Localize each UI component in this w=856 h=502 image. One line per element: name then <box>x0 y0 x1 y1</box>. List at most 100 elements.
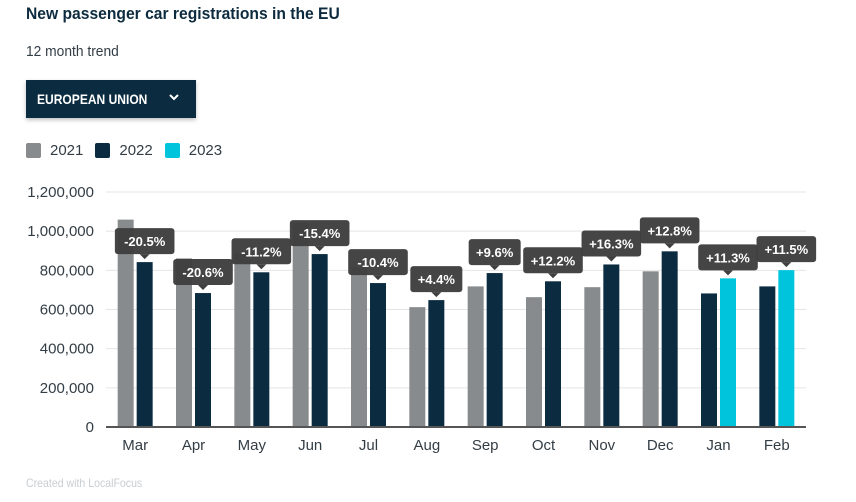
chart-subtitle: 12 month trend <box>26 43 119 60</box>
bar-2021-sep <box>467 286 484 427</box>
tooltip-box <box>698 244 758 271</box>
change-tooltip: +11.5% <box>756 236 817 268</box>
change-tooltip: -15.4% <box>289 220 350 252</box>
tooltip-pointer <box>723 270 733 276</box>
legend-item-2022[interactable]: 2022 <box>95 142 153 159</box>
change-tooltip: +11.3% <box>698 244 758 276</box>
legend: 2021 2022 2023 <box>26 142 234 159</box>
y-tick-label: 1,000,000 <box>27 223 94 240</box>
bar-2022-nov <box>603 264 620 427</box>
bar-2021-nov <box>584 287 601 427</box>
tooltip-label: +11.5% <box>764 242 808 257</box>
bar-2022-apr <box>195 293 211 427</box>
x-tick-label: Sep <box>472 437 499 454</box>
bar-2021-apr <box>176 258 192 427</box>
tooltip-label: +4.4% <box>418 272 456 287</box>
tooltip-label: -10.4% <box>357 255 399 270</box>
tooltip-label: +16.3% <box>589 236 634 251</box>
change-tooltip: -20.5% <box>114 228 175 260</box>
tooltip-label: +12.8% <box>647 223 692 238</box>
tooltip-pointer <box>664 243 675 249</box>
y-tick-label: 0 <box>86 419 94 436</box>
bar-2022-may <box>253 272 270 427</box>
bar-2021-jun <box>292 222 309 427</box>
tooltip-pointer <box>198 285 208 291</box>
legend-item-2021[interactable]: 2021 <box>26 142 83 159</box>
tooltip-label: +11.3% <box>706 250 750 265</box>
tooltip-pointer <box>606 256 617 262</box>
tooltip-pointer <box>256 264 267 270</box>
tooltip-label: +12.2% <box>531 253 576 268</box>
bar-chart: 0 200,000 400,000 600,000 800,000 1,000,000 1,… <box>27 184 817 454</box>
tooltip-box <box>289 220 350 247</box>
tooltip-label: -11.2% <box>241 244 282 259</box>
tooltip-pointer <box>431 292 442 298</box>
bar-2022-jun <box>311 254 328 427</box>
y-tick-label: 600,000 <box>40 302 94 319</box>
bar-2021-jul <box>351 267 367 427</box>
legend-label: 2022 <box>119 142 153 159</box>
tooltip-label: +9.6% <box>476 245 514 260</box>
change-annotations: -20.5% -20.6% -11.2% -15.4% -10.4% +4.4% +9.6%… <box>114 217 817 298</box>
y-tick-label: 1,200,000 <box>27 184 94 201</box>
region-dropdown[interactable]: EUROPEAN UNION <box>26 80 196 118</box>
bar-2022-mar <box>136 262 153 427</box>
y-tick-label: 200,000 <box>40 380 94 397</box>
legend-label: 2023 <box>188 142 223 159</box>
legend-swatch-2022 <box>95 143 111 158</box>
footer-credit: Created with LocalFocus <box>26 476 143 490</box>
bar-2021-oct <box>526 297 542 427</box>
gridlines <box>106 191 806 389</box>
y-axis: 0 200,000 400,000 600,000 800,000 1,000,000 1,… <box>27 184 94 436</box>
x-tick-label: Jul <box>359 437 378 454</box>
legend-swatch-2023 <box>164 143 180 158</box>
tooltip-box <box>410 266 463 293</box>
tooltip-box <box>581 230 642 257</box>
tooltip-pointer <box>489 265 500 271</box>
region-dropdown-label: EUROPEAN UNION <box>37 91 148 107</box>
x-tick-label: Jan <box>706 437 730 454</box>
x-tick-label: Jun <box>298 437 322 454</box>
tooltip-box <box>639 217 700 244</box>
x-axis: Mar Apr May Jun Jul Aug Sep Oct Nov Dec Jan Feb <box>106 426 806 454</box>
change-tooltip: +12.8% <box>639 217 700 249</box>
bar-2021-may <box>234 252 251 427</box>
tooltip-pointer <box>781 262 792 268</box>
bar-2023-jan <box>720 278 736 427</box>
change-tooltip: -10.4% <box>348 249 408 281</box>
tooltip-label: -15.4% <box>299 226 341 241</box>
tooltip-label: -20.6% <box>182 265 224 280</box>
legend-swatch-2021 <box>26 143 41 158</box>
bar-2021-aug <box>409 307 426 427</box>
x-tick-label: May <box>238 437 267 454</box>
bar-2023-feb <box>778 270 795 427</box>
tooltip-box <box>231 238 292 265</box>
tooltip-pointer <box>314 246 325 252</box>
x-tick-label: Nov <box>588 437 615 454</box>
tooltip-label: -20.5% <box>124 234 166 249</box>
chevron-down-icon <box>169 94 179 101</box>
change-tooltip: +16.3% <box>581 230 642 262</box>
tooltip-box <box>348 249 408 276</box>
tooltip-box <box>756 236 817 263</box>
bar-2021-dec <box>642 271 659 427</box>
bar-2021-mar <box>117 219 134 427</box>
tooltip-box <box>523 247 583 274</box>
tooltip-box <box>114 228 175 255</box>
tooltip-pointer <box>139 254 150 260</box>
bars <box>117 219 795 427</box>
y-tick-label: 400,000 <box>40 341 94 358</box>
legend-label: 2021 <box>50 142 84 159</box>
bar-2022-sep <box>486 273 503 427</box>
x-tick-label: Oct <box>532 437 556 454</box>
x-tick-label: Feb <box>764 437 790 454</box>
legend-item-2023[interactable]: 2023 <box>164 142 223 159</box>
change-tooltip: -11.2% <box>231 238 292 270</box>
change-tooltip: +12.2% <box>523 247 583 279</box>
bar-2022-oct <box>545 281 561 427</box>
x-tick-label: Dec <box>647 437 674 454</box>
tooltip-pointer <box>548 273 558 279</box>
chart-title: New passenger car registrations in the E… <box>26 4 340 23</box>
tooltip-box <box>468 239 521 266</box>
x-tick-label: Apr <box>182 437 205 454</box>
